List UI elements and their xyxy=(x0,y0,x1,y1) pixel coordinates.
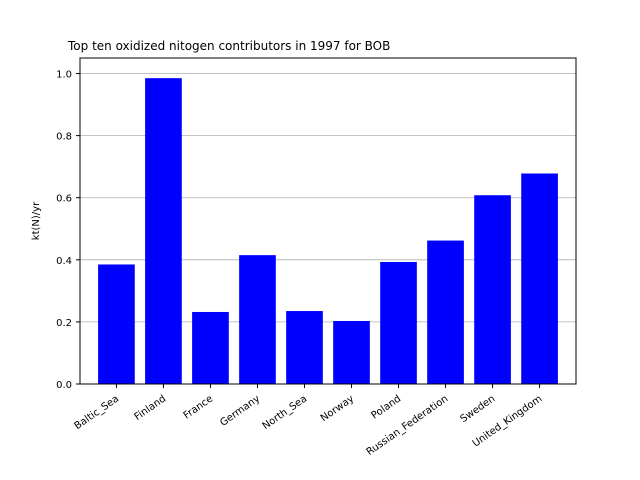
y-axis-ticks: 0.0 0.2 0.4 0.6 0.8 1.0 xyxy=(56,70,80,391)
bars xyxy=(98,78,558,384)
y-axis-label: kt(N)/yr xyxy=(31,201,42,240)
axes xyxy=(79,57,577,385)
bar-north-sea xyxy=(286,311,323,384)
bar-norway xyxy=(333,320,370,384)
chart-title: Top ten oxidized nitogen contributors in… xyxy=(67,39,390,53)
y-tick-label: 0.8 xyxy=(56,132,72,143)
bar-finland xyxy=(145,78,182,384)
y-tick-label: 0.4 xyxy=(56,256,72,267)
y-tick-label: 0.0 xyxy=(56,380,72,391)
y-tick-label: 0.6 xyxy=(56,194,72,205)
bar-russian-federation xyxy=(427,240,464,384)
bar-poland xyxy=(380,261,417,384)
bar-baltic-sea xyxy=(98,264,135,384)
y-tick-label: 1.0 xyxy=(56,70,72,81)
bar-sweden xyxy=(474,195,511,384)
bar-united-kingdom xyxy=(521,173,558,384)
bar-germany xyxy=(239,255,276,384)
bar-france xyxy=(192,311,229,384)
plot-frame xyxy=(79,57,577,385)
y-tick-label: 0.2 xyxy=(56,318,72,329)
